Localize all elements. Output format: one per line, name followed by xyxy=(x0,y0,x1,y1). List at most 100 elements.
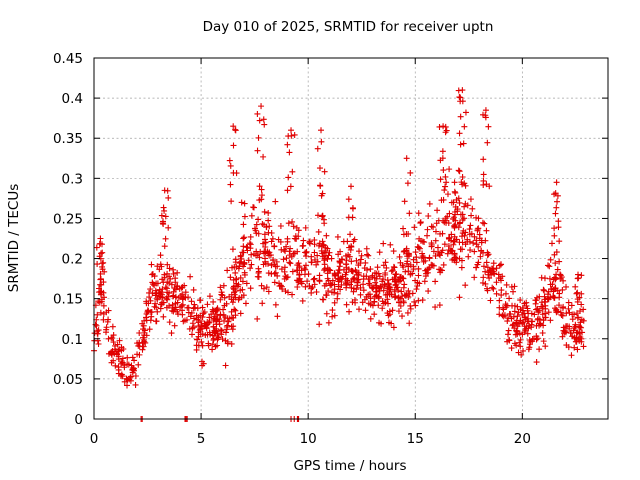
data-point xyxy=(323,280,330,287)
data-point xyxy=(92,321,99,328)
data-point xyxy=(162,284,169,291)
data-point xyxy=(480,171,487,178)
data-point xyxy=(363,245,370,252)
data-point xyxy=(259,220,266,227)
data-point xyxy=(573,310,580,317)
data-point xyxy=(365,280,372,287)
data-point xyxy=(526,344,533,351)
data-point xyxy=(576,294,583,301)
data-point xyxy=(545,288,552,295)
data-point xyxy=(158,294,165,301)
data-point xyxy=(356,248,363,255)
data-point xyxy=(217,284,224,291)
data-point xyxy=(321,168,328,175)
data-point xyxy=(504,338,511,345)
data-point xyxy=(201,308,208,315)
data-point xyxy=(443,179,450,186)
data-point xyxy=(214,336,221,343)
data-point xyxy=(158,301,165,308)
data-point xyxy=(265,270,272,277)
data-point xyxy=(160,218,167,225)
data-point xyxy=(338,281,345,288)
data-point xyxy=(565,299,572,306)
data-point xyxy=(95,327,102,334)
data-point xyxy=(578,324,585,331)
data-point xyxy=(93,244,100,251)
data-point xyxy=(483,285,490,292)
data-point xyxy=(377,283,384,290)
data-point xyxy=(518,351,525,358)
data-point xyxy=(517,297,524,304)
data-point xyxy=(227,274,234,281)
data-point xyxy=(432,278,439,285)
data-point xyxy=(419,238,426,245)
data-point xyxy=(360,281,367,288)
data-point xyxy=(271,243,278,250)
data-point xyxy=(175,311,182,318)
data-point xyxy=(524,330,531,337)
data-point xyxy=(473,241,480,248)
data-point xyxy=(489,284,496,291)
data-point xyxy=(516,339,523,346)
data-point xyxy=(300,242,307,249)
data-point xyxy=(230,169,237,176)
data-point xyxy=(199,325,206,332)
data-point xyxy=(316,321,323,328)
data-point xyxy=(180,318,187,325)
data-point xyxy=(287,245,294,252)
data-point xyxy=(506,295,513,302)
data-point xyxy=(417,219,424,226)
data-point xyxy=(496,262,503,269)
data-point xyxy=(255,216,262,223)
data-point xyxy=(302,262,309,269)
data-point xyxy=(434,207,441,214)
data-point xyxy=(536,316,543,323)
data-point xyxy=(172,300,179,307)
data-point xyxy=(168,330,175,337)
data-point xyxy=(166,319,173,326)
data-point xyxy=(348,183,354,190)
data-point xyxy=(577,308,584,315)
data-point xyxy=(428,223,435,230)
data-point xyxy=(339,256,346,263)
data-point xyxy=(147,297,154,304)
data-point xyxy=(293,224,300,231)
data-point xyxy=(278,266,285,273)
data-point xyxy=(545,296,552,303)
data-point xyxy=(276,280,283,287)
data-point xyxy=(455,195,462,202)
data-point xyxy=(337,248,344,255)
data-point xyxy=(199,304,206,311)
data-point xyxy=(534,305,541,312)
data-point xyxy=(265,217,272,224)
data-point xyxy=(213,321,220,328)
data-point xyxy=(311,241,318,248)
data-point xyxy=(324,270,331,277)
data-point xyxy=(191,315,198,322)
data-point xyxy=(206,293,213,300)
data-point xyxy=(161,187,168,194)
data-point xyxy=(391,286,398,293)
x-axis-label: GPS time / hours xyxy=(293,458,406,474)
data-point xyxy=(247,265,254,272)
data-point xyxy=(222,362,229,369)
data-point xyxy=(356,306,363,313)
data-point xyxy=(426,200,433,207)
data-point xyxy=(571,311,578,318)
data-point xyxy=(262,243,269,250)
data-point xyxy=(162,235,169,242)
data-point xyxy=(283,243,290,250)
data-point xyxy=(105,335,112,342)
data-point xyxy=(379,278,386,285)
data-point xyxy=(339,273,346,280)
data-point xyxy=(204,301,211,308)
data-point xyxy=(436,123,443,130)
data-point xyxy=(303,249,310,256)
data-point xyxy=(331,299,338,306)
data-point xyxy=(193,346,200,353)
data-point xyxy=(248,251,255,258)
data-point xyxy=(226,293,233,300)
data-point xyxy=(411,298,418,305)
data-point xyxy=(140,326,147,333)
